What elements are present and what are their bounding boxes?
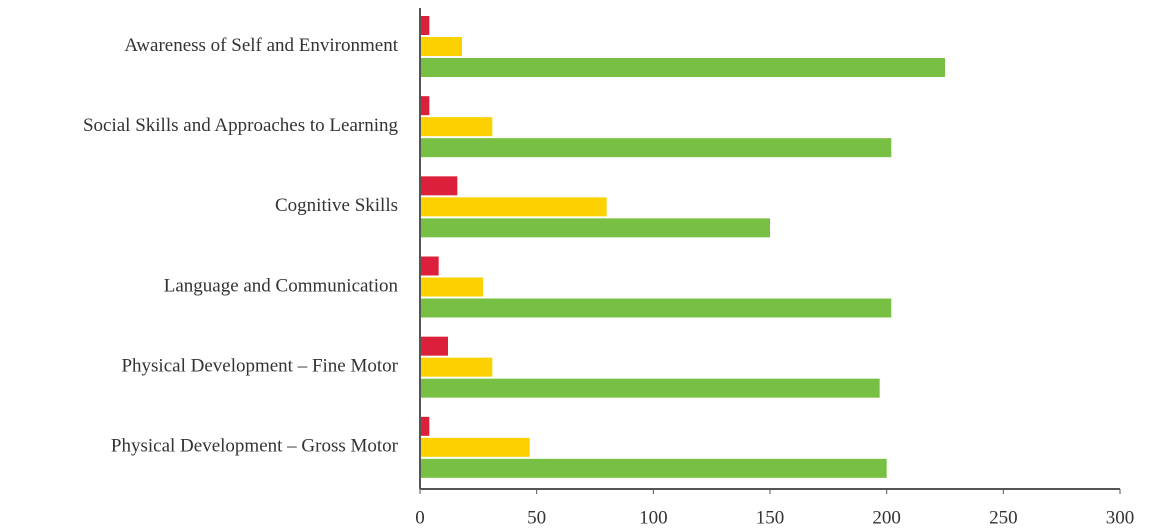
bar <box>420 378 880 398</box>
y-tick-label: Social Skills and Approaches to Learning <box>83 115 399 136</box>
bar <box>420 218 770 238</box>
bar <box>420 96 430 116</box>
bar <box>420 256 439 276</box>
x-tick-label: 50 <box>527 507 546 528</box>
y-tick-label: Awareness of Self and Environment <box>124 35 398 56</box>
bar <box>420 138 892 158</box>
y-tick-label: Physical Development – Gross Motor <box>111 436 399 457</box>
bar <box>420 298 892 318</box>
bar <box>420 437 530 457</box>
bar <box>420 336 448 356</box>
y-tick-label: Physical Development – Fine Motor <box>121 356 398 377</box>
bar <box>420 16 430 35</box>
x-tick-label: 250 <box>989 507 1018 528</box>
bar <box>420 277 483 297</box>
x-tick-label: 0 <box>415 507 425 528</box>
bar <box>420 58 945 77</box>
x-tick-label: 150 <box>756 507 785 528</box>
x-tick-label: 300 <box>1106 507 1135 528</box>
x-tick-label: 200 <box>872 507 901 528</box>
bar <box>420 117 493 137</box>
x-tick-label: 100 <box>639 507 668 528</box>
bar <box>420 37 462 56</box>
bar <box>420 357 493 377</box>
bar <box>420 416 430 436</box>
bar <box>420 197 607 217</box>
bar <box>420 176 458 196</box>
y-tick-label: Language and Communication <box>164 275 399 296</box>
bar <box>420 458 887 478</box>
y-tick-label: Cognitive Skills <box>275 195 398 216</box>
